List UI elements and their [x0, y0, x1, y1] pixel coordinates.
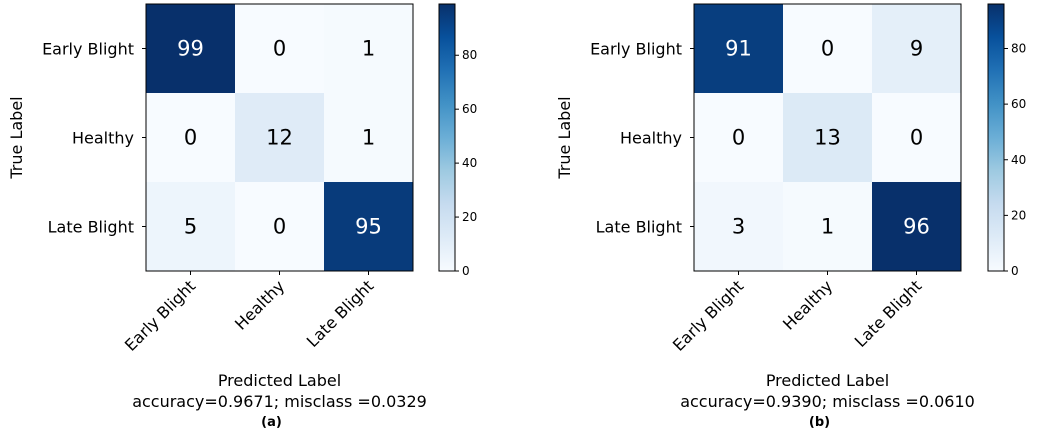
cell-r2-c2 [324, 182, 413, 271]
colorbar [438, 3, 456, 272]
cell-value-r1-c1: 12 [266, 126, 293, 150]
confusion-matrix-b: 91 0 9 0 13 0 3 1 96 Early Blight Healthy Late Blig… [555, 3, 1026, 430]
colorbar-tick-label-2: 40 [462, 156, 477, 170]
cell-r0-c0 [694, 4, 783, 93]
accuracy-summary: accuracy=0.9390; misclass =0.0610 [680, 392, 975, 411]
cell-value-r0-c1: 0 [821, 37, 834, 61]
cell-value-r1-c2: 0 [910, 126, 923, 150]
cell-r0-c2 [872, 4, 961, 93]
cell-value-r2-c1: 0 [273, 215, 286, 239]
cell-value-r1-c0: 0 [184, 126, 197, 150]
colorbar-tick-label-3: 60 [462, 102, 477, 116]
cell-r1-c0 [146, 93, 235, 182]
cell-r2-c0 [694, 182, 783, 271]
colorbar [987, 3, 1005, 272]
cell-r0-c0 [146, 4, 235, 93]
colorbar-tick-label-4: 80 [462, 48, 477, 62]
panel-label: (b) [809, 415, 830, 430]
y-tick-label-0: Early Blight [590, 40, 682, 59]
cell-r1-c2 [324, 93, 413, 182]
colorbar-tick-label-0: 0 [462, 264, 470, 278]
cell-value-r2-c2: 96 [903, 215, 930, 239]
cell-r0-c1 [783, 4, 872, 93]
x-tick-label-1: Healthy [779, 276, 836, 333]
cell-r0-c1 [235, 4, 324, 93]
panel-label: (a) [261, 415, 282, 430]
confusion-matrix-a: 99 0 1 0 12 1 5 0 95 Early Blight Healthy Late Blig… [7, 3, 477, 430]
cell-value-r0-c2: 9 [910, 37, 923, 61]
x-tick-label-2: Late Blight [851, 276, 926, 351]
x-axis-label: Predicted Label [766, 371, 889, 390]
y-tick-label-2: Late Blight [48, 218, 134, 237]
colorbar-tick-label-0: 0 [1011, 264, 1019, 278]
cell-value-r2-c1: 1 [821, 215, 834, 239]
cell-value-r0-c2: 1 [362, 37, 375, 61]
cell-r2-c1 [235, 182, 324, 271]
cell-r1-c1 [235, 93, 324, 182]
cell-r2-c2 [872, 182, 961, 271]
cell-value-r0-c0: 91 [725, 37, 752, 61]
y-tick-label-1: Healthy [620, 129, 682, 148]
colorbar-tick-label-1: 20 [1011, 208, 1026, 222]
colorbar-tick-label-2: 40 [1011, 153, 1026, 167]
cell-value-r1-c0: 0 [732, 126, 745, 150]
cell-r2-c1 [783, 182, 872, 271]
cell-r1-c0 [694, 93, 783, 182]
cell-value-r0-c1: 0 [273, 37, 286, 61]
colorbar-tick-label-4: 80 [1011, 42, 1026, 56]
y-tick-label-1: Healthy [72, 129, 134, 148]
x-tick-label-1: Healthy [231, 276, 288, 333]
cell-r2-c0 [146, 182, 235, 271]
accuracy-summary: accuracy=0.9671; misclass =0.0329 [132, 392, 427, 411]
x-tick-label-0: Early Blight [669, 276, 747, 354]
cell-value-r2-c0: 3 [732, 215, 745, 239]
y-axis-label: True Label [7, 96, 26, 179]
x-axis-label: Predicted Label [218, 371, 341, 390]
cell-r0-c2 [324, 4, 413, 93]
cell-value-r2-c2: 95 [355, 215, 382, 239]
cell-r1-c1 [783, 93, 872, 182]
y-tick-label-0: Early Blight [42, 40, 134, 59]
y-axis-label: True Label [555, 96, 574, 179]
cell-value-r0-c0: 99 [177, 37, 204, 61]
y-tick-label-2: Late Blight [596, 218, 682, 237]
colorbar-tick-label-1: 20 [462, 210, 477, 224]
cell-value-r1-c1: 13 [814, 126, 841, 150]
x-tick-label-2: Late Blight [303, 276, 378, 351]
cell-r1-c2 [872, 93, 961, 182]
cell-value-r1-c2: 1 [362, 126, 375, 150]
cell-value-r2-c0: 5 [184, 215, 197, 239]
x-tick-label-0: Early Blight [121, 276, 199, 354]
colorbar-tick-label-3: 60 [1011, 97, 1026, 111]
